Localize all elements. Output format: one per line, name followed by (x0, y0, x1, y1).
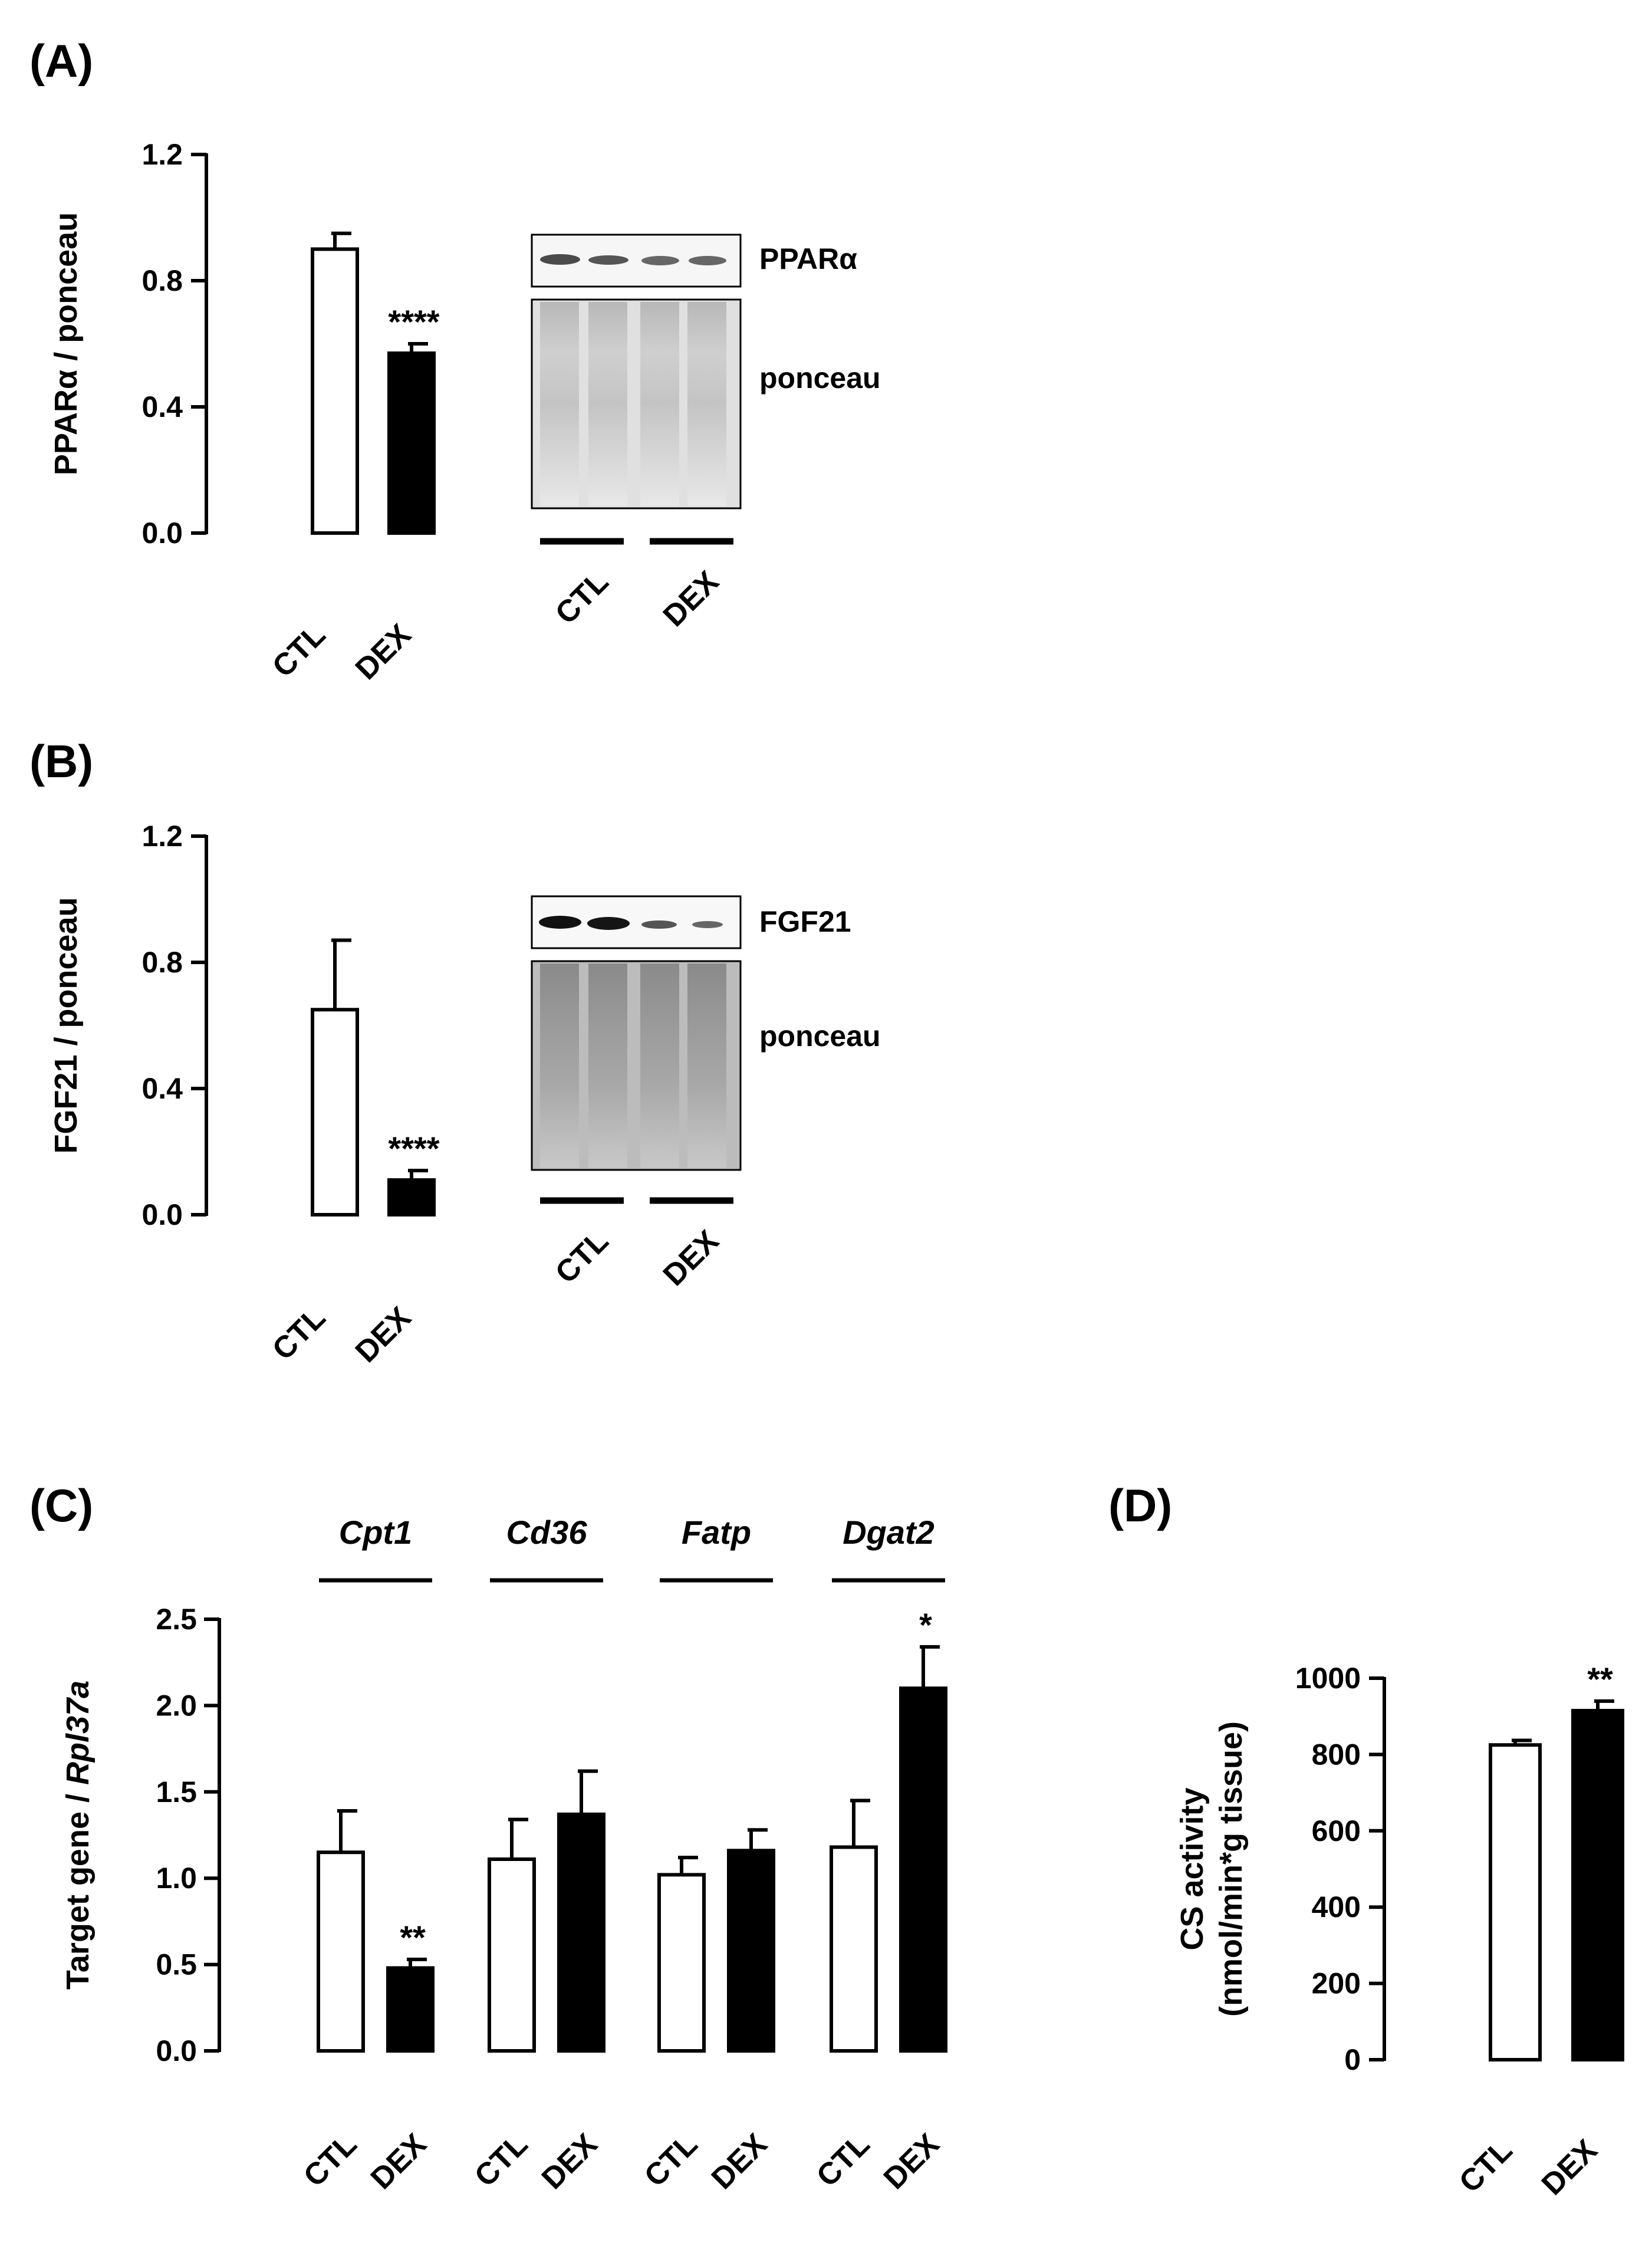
x-category-label: DEX (877, 2127, 946, 2196)
blot-b-ctl-label: CTL (549, 1224, 615, 1290)
y-tick-label: 800 (1312, 1738, 1361, 1771)
significance-marker: * (919, 1606, 932, 1643)
western-blot-a: PPARα ponceau CTL DEX (531, 234, 881, 633)
blot-a-lane (540, 302, 579, 506)
bar-cpt1-dex (386, 1966, 435, 2053)
bar-cd36-ctl (488, 1857, 536, 2053)
blot-b-band (587, 917, 630, 930)
blot-a-protein-label: PPARα (759, 242, 857, 275)
blot-b-lane (640, 964, 679, 1168)
y-tick-label: 1.0 (156, 1862, 197, 1895)
bar-dex (387, 1178, 436, 1217)
blot-b-lane (588, 964, 627, 1168)
panel-label-d: (D) (1108, 1479, 1172, 1531)
blot-b-lane (687, 964, 726, 1168)
x-category-label: CTL (297, 2127, 363, 2193)
blot-b-band (692, 921, 723, 928)
blot-a-lane (687, 302, 726, 506)
x-category-label: DEX (364, 2127, 433, 2196)
y-tick-label: 600 (1312, 1814, 1361, 1847)
x-category-label: DEX (535, 2127, 604, 2196)
x-category-label: CTL (638, 2127, 704, 2193)
gene-group-label: Cd36 (506, 1514, 588, 1551)
significance-marker: **** (388, 303, 439, 340)
chart-d: 0 200 400 600 800 1000 CS activity (nmol/min*g … (1174, 1661, 1624, 2202)
bar-cpt1-ctl (317, 1850, 365, 2053)
bar-dgat2-ctl (830, 1845, 878, 2053)
gene-group-label: Dgat2 (843, 1514, 934, 1551)
y-tick-label: 1.2 (141, 138, 183, 171)
y-tick-label: 0.0 (141, 1198, 183, 1231)
bar-ctl (1489, 1743, 1542, 2062)
blot-b-band (539, 916, 581, 929)
y-tick-label: 0.4 (141, 390, 183, 423)
panel-label-a: (A) (29, 35, 93, 87)
y-tick-label: 0.8 (141, 264, 183, 297)
blot-b-band (641, 920, 677, 929)
y-tick-label: 1000 (1295, 1662, 1361, 1695)
blot-a-band (689, 256, 726, 265)
bar-dgat2-dex (899, 1686, 947, 2053)
y-tick-label: 0 (1344, 2043, 1361, 2076)
y-tick-label: 0.4 (141, 1072, 183, 1105)
y-tick-label: 0.0 (156, 2034, 197, 2067)
y-tick-label: 1.5 (156, 1775, 197, 1809)
bar-dex (387, 351, 436, 535)
blot-b-protein-label: FGF21 (759, 905, 851, 938)
x-category-label: CTL (266, 1300, 332, 1366)
x-category-label: DEX (1535, 2133, 1604, 2202)
y-tick-label: 2.5 (156, 1603, 197, 1636)
significance-marker: ** (400, 1919, 426, 1956)
y-axis-label: Target gene / Rpl37a (60, 1681, 96, 1990)
chart-c: 0.0 0.5 1.0 1.5 2.0 2.5 Target gene / Rpl37a CT… (60, 1603, 947, 2196)
western-blot-b: FGF21 ponceau CTL DEX (531, 895, 881, 1293)
x-category-label: CTL (266, 617, 332, 683)
y-tick-label: 2.0 (156, 1689, 197, 1722)
y-tick-label: 400 (1312, 1890, 1361, 1924)
blot-a-lane (640, 302, 679, 506)
bar-cd36-dex (557, 1812, 605, 2053)
blot-b-lane (540, 964, 579, 1168)
chart-a: 0.0 0.4 0.8 1.2 PPARα / ponceau CTL **** DEX (48, 138, 440, 686)
significance-marker: ** (1587, 1661, 1613, 1698)
blot-a-ctl-label: CTL (549, 564, 615, 630)
y-tick-label: 1.2 (141, 820, 183, 853)
y-axis-label: PPARα / ponceau (48, 212, 84, 475)
blot-a-band (588, 255, 628, 265)
blot-b-loading-label: ponceau (759, 1020, 881, 1053)
x-category-label: CTL (810, 2127, 876, 2193)
significance-marker: **** (388, 1130, 439, 1167)
x-category-label: DEX (349, 1300, 418, 1369)
blot-a-band (540, 254, 580, 265)
x-category-label: CTL (468, 2127, 534, 2193)
panel-label-b: (B) (29, 735, 93, 787)
chart-c-gene-groups: Cpt1 Cd36 Fatp Dgat2 (319, 1514, 945, 1583)
bar-dex (1571, 1708, 1624, 2062)
x-category-label: DEX (349, 617, 418, 686)
bar-fatp-dex (727, 1849, 775, 2053)
y-tick-label: 0.8 (141, 946, 183, 979)
y-tick-label: 200 (1312, 1967, 1361, 2000)
blot-a-band (641, 256, 679, 265)
gene-group-label: Fatp (682, 1514, 751, 1551)
blot-b-dex-label: DEX (657, 1224, 726, 1293)
y-axis-label: CS activity (1174, 1787, 1210, 1950)
bar-ctl (311, 1008, 359, 1216)
blot-a-dex-label: DEX (657, 564, 726, 633)
y-tick-label: 0.0 (141, 517, 183, 550)
chart-b: 0.0 0.4 0.8 1.2 FGF21 / ponceau CTL **** DEX (48, 820, 440, 1369)
y-axis-label: FGF21 / ponceau (48, 897, 84, 1153)
blot-a-loading-label: ponceau (759, 361, 881, 394)
bar-ctl (311, 247, 359, 535)
gene-group-label: Cpt1 (339, 1514, 412, 1551)
bar-fatp-ctl (657, 1873, 706, 2053)
panel-label-c: (C) (29, 1479, 93, 1531)
x-category-label: CTL (1453, 2133, 1519, 2199)
x-category-label: DEX (705, 2127, 774, 2196)
y-tick-label: 0.5 (156, 1948, 197, 1981)
blot-a-lane (588, 302, 627, 506)
y-axis-label: (nmol/min*g tissue) (1213, 1721, 1249, 2017)
